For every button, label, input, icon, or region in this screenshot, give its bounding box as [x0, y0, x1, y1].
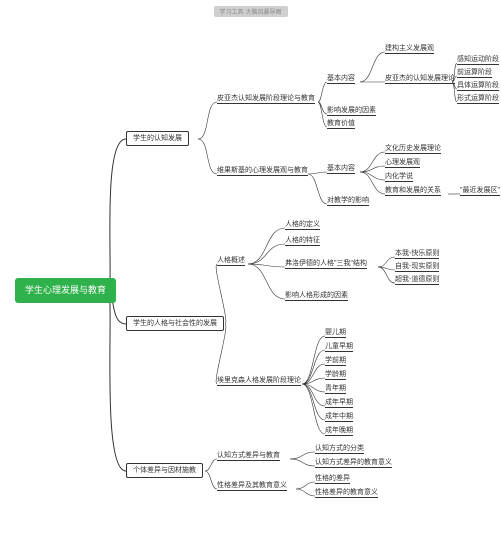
node-cogstyle-edu[interactable]: 认知方式差异的教育意义 — [315, 459, 392, 468]
node-character-edu[interactable]: 性格差异的教育意义 — [315, 489, 378, 498]
node-zpd[interactable]: "最近发展区" — [460, 187, 500, 196]
mindmap-canvas: { "meta": { "width": 501, "height": 550,… — [0, 0, 501, 550]
node-internalization[interactable]: 内化学说 — [385, 173, 413, 182]
node-formal-op[interactable]: 形式运算阶段 — [457, 95, 499, 104]
node-personality-def[interactable]: 人格的定义 — [285, 221, 320, 230]
node-cogstyle-types[interactable]: 认知方式的分类 — [315, 445, 364, 454]
branch-individual-diff[interactable]: 个体差异与因材施教 — [126, 463, 203, 478]
node-constructivism[interactable]: 建构主义发展观 — [385, 45, 434, 54]
node-piaget-stages[interactable]: 皮亚杰的认知发展理论 — [385, 75, 455, 84]
node-vygotsky-theory[interactable]: 维果斯基的心理发展观与教育 — [217, 167, 308, 176]
node-character-diff[interactable]: 性格差异及其教育意义 — [217, 482, 287, 491]
node-piaget-factors[interactable]: 影响发展的因素 — [327, 107, 376, 116]
node-sensorimotor[interactable]: 感知运动阶段 — [457, 56, 499, 65]
node-concrete-op[interactable]: 具体运算阶段 — [457, 82, 499, 91]
node-vygotsky-basic[interactable]: 基本内容 — [327, 165, 355, 174]
branch-personality-social[interactable]: 学生的人格与社会性的发展 — [126, 316, 224, 331]
node-preoperational[interactable]: 前运算阶段 — [457, 69, 492, 78]
node-vygotsky-teaching[interactable]: 对教学的影响 — [327, 197, 369, 206]
node-piaget-basic[interactable]: 基本内容 — [327, 75, 355, 84]
node-cultural-history[interactable]: 文化历史发展理论 — [385, 145, 441, 154]
node-school-age[interactable]: 学龄期 — [325, 371, 346, 380]
node-piaget-theory[interactable]: 皮亚杰认知发展阶段理论与教育 — [217, 95, 315, 104]
node-adolescence[interactable]: 青年期 — [325, 385, 346, 394]
node-personality-factors[interactable]: 影响人格形成的因素 — [285, 292, 348, 301]
node-piaget-edu-value[interactable]: 教育价值 — [327, 120, 355, 129]
node-character-types[interactable]: 性格的差异 — [315, 475, 350, 484]
node-edu-dev-relation[interactable]: 教育和发展的关系 — [385, 187, 441, 196]
node-young-adult[interactable]: 成年早期 — [325, 399, 353, 408]
node-middle-adult[interactable]: 成年中期 — [325, 413, 353, 422]
root-node[interactable]: 学生心理发展与教育 — [15, 278, 116, 303]
watermark: 学习工具·大脑风暴导图 — [214, 6, 288, 17]
node-preschool[interactable]: 学前期 — [325, 357, 346, 366]
node-infancy[interactable]: 婴儿期 — [325, 329, 346, 338]
node-ego-reality[interactable]: 自我-现实原则 — [395, 263, 439, 272]
node-id-pleasure[interactable]: 本我-快乐原则 — [395, 250, 439, 259]
node-late-adult[interactable]: 成年晚期 — [325, 427, 353, 436]
node-cognitive-style-diff[interactable]: 认知方式差异与教育 — [217, 452, 280, 461]
node-superego-moral[interactable]: 超我-道德原则 — [395, 276, 439, 285]
branch-cognitive-dev[interactable]: 学生的认知发展 — [126, 131, 189, 146]
node-erikson-theory[interactable]: 埃里克森人格发展阶段理论 — [217, 377, 301, 386]
node-personality-traits[interactable]: 人格的特征 — [285, 237, 320, 246]
node-early-childhood[interactable]: 儿童早期 — [325, 343, 353, 352]
node-psych-dev-view[interactable]: 心理发展观 — [385, 159, 420, 168]
node-personality-overview[interactable]: 人格概述 — [217, 257, 245, 266]
node-freud-three-self[interactable]: 弗洛伊德的人格"三我"结构 — [285, 260, 367, 269]
